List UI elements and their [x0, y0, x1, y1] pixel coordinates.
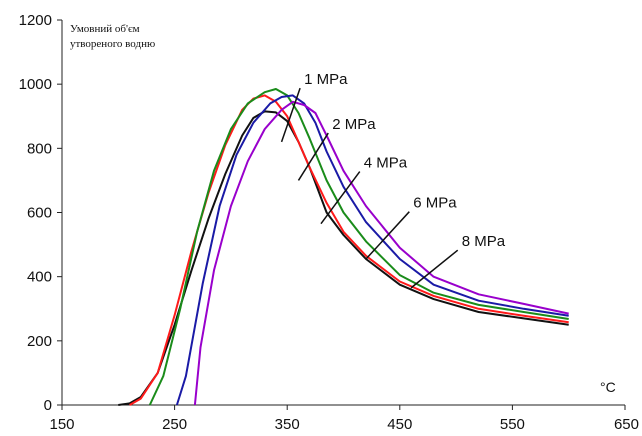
series-labels: 1 MPa 2 MPa 4 MPa 6 MPa 8 MPa	[280, 71, 506, 289]
y-axis-title-line-1: Умовний об'єм	[70, 23, 140, 35]
y-tick-label: 1200	[19, 12, 52, 29]
series-leader-line-1	[280, 87, 301, 143]
series-line-4	[175, 94, 569, 406]
series-label-1: 1 MPa	[304, 71, 348, 88]
y-tick-label: 200	[27, 333, 52, 350]
y-tick-label: 400	[27, 269, 52, 286]
series-line-5	[193, 100, 569, 406]
series-line-3	[148, 88, 569, 406]
x-tick-label: 650	[614, 416, 639, 433]
series-label-5: 8 MPa	[462, 233, 506, 250]
series-label-2: 2 MPa	[332, 116, 376, 133]
series-label-4: 6 MPa	[413, 195, 457, 212]
x-tick-label: 450	[387, 416, 412, 433]
y-axis-title-line-2: утвореного водню	[70, 38, 155, 50]
series-line-2	[129, 94, 569, 406]
x-tick-label: 550	[500, 416, 525, 433]
y-tick-label: 600	[27, 205, 52, 222]
x-axis-unit-label: °C	[600, 379, 616, 395]
x-tick-label: 250	[162, 416, 187, 433]
x-tick-label: 350	[275, 416, 300, 433]
series-group	[118, 88, 569, 406]
series-label-3: 4 MPa	[364, 155, 408, 172]
series-line-1	[118, 110, 569, 406]
series-leader-line-3	[320, 171, 361, 225]
y-tick-label: 0	[44, 397, 52, 414]
series-leader-line-5	[410, 249, 459, 289]
series-leader-line-4	[365, 211, 410, 260]
axes: 0 200 400 600 800 1000 1200 150 250 350 450 550 650	[19, 12, 639, 433]
y-tick-label: 1000	[19, 76, 52, 93]
x-tick-label: 150	[49, 416, 74, 433]
series-leader-line-2	[297, 132, 329, 181]
y-tick-label: 800	[27, 140, 52, 157]
